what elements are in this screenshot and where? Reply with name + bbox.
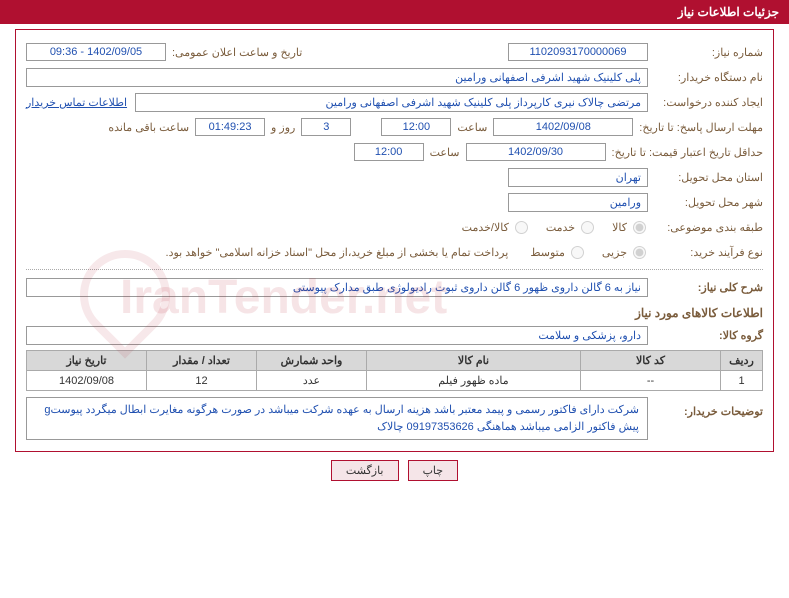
header-title: جزئیات اطلاعات نیاز (678, 5, 779, 19)
city-value: ورامین (508, 193, 648, 212)
table-cell: عدد (257, 371, 367, 391)
purchase-type-radios: جزیی متوسط (518, 246, 648, 259)
days-word: روز و (271, 121, 295, 134)
radio-both-label: کالا/خدمت (462, 221, 509, 234)
table-cell: ماده ظهور فیلم (367, 371, 581, 391)
deadline-label: مهلت ارسال پاسخ: تا تاریخ: (633, 121, 763, 134)
details-panel: شماره نیاز: 1102093170000069 تاریخ و ساع… (15, 29, 774, 452)
back-button[interactable]: بازگشت (331, 460, 399, 481)
countdown: 01:49:23 (195, 118, 265, 136)
deadline-time: 12:00 (381, 118, 451, 136)
validity-date: 1402/09/30 (466, 143, 606, 161)
buyer-contact-link[interactable]: اطلاعات تماس خریدار (26, 96, 127, 109)
radio-goods (633, 221, 646, 234)
need-number-label: شماره نیاز: (648, 46, 763, 59)
table-header: نام کالا (367, 351, 581, 371)
radio-minor (633, 246, 646, 259)
table-cell: 1 (721, 371, 763, 391)
announce-value: 1402/09/05 - 09:36 (26, 43, 166, 61)
time-word-1: ساعت (457, 121, 487, 134)
classification-label: طبقه بندی موضوعی: (648, 221, 763, 234)
need-number-value: 1102093170000069 (508, 43, 648, 61)
remaining-label: ساعت باقی مانده (108, 121, 189, 134)
radio-both (515, 221, 528, 234)
items-section-title: اطلاعات کالاهای مورد نیاز (26, 306, 763, 320)
radio-service-label: خدمت (546, 221, 575, 234)
purchase-type-label: نوع فرآیند خرید: (648, 246, 763, 259)
radio-goods-label: کالا (612, 221, 627, 234)
table-header: واحد شمارش (257, 351, 367, 371)
panel-header: جزئیات اطلاعات نیاز (0, 0, 789, 24)
summary-label: شرح کلی نیاز: (648, 281, 763, 294)
table-header: تعداد / مقدار (147, 351, 257, 371)
table-cell: 1402/09/08 (27, 371, 147, 391)
table-header: کد کالا (581, 351, 721, 371)
province-label: استان محل تحویل: (648, 171, 763, 184)
province-value: تهران (508, 168, 648, 187)
table-cell: 12 (147, 371, 257, 391)
classification-radios: کالا خدمت کالا/خدمت (450, 221, 648, 234)
purchase-note: پرداخت تمام یا بخشی از مبلغ خرید،از محل … (166, 246, 509, 259)
radio-medium (571, 246, 584, 259)
announce-label: تاریخ و ساعت اعلان عمومی: (172, 46, 302, 59)
deadline-date: 1402/09/08 (493, 118, 633, 136)
radio-medium-label: متوسط (530, 246, 565, 259)
buyer-notes-label: توضیحات خریدار: (648, 397, 763, 418)
table-row: 1--ماده ظهور فیلمعدد121402/09/08 (27, 371, 763, 391)
summary-value: نیاز به 6 گالن داروی ظهور 6 گالن داروی ث… (26, 278, 648, 297)
validity-label: حداقل تاریخ اعتبار قیمت: تا تاریخ: (606, 146, 763, 159)
requester-label: ایجاد کننده درخواست: (648, 96, 763, 109)
validity-time: 12:00 (354, 143, 424, 161)
print-button[interactable]: چاپ (408, 460, 459, 481)
days-remaining: 3 (301, 118, 351, 136)
table-header: تاریخ نیاز (27, 351, 147, 371)
buyer-org-label: نام دستگاه خریدار: (648, 71, 763, 84)
buyer-notes-value: شرکت دارای فاکتور رسمی و پیمد معتبر باشد… (26, 397, 648, 440)
button-bar: چاپ بازگشت (0, 460, 789, 481)
table-header: ردیف (721, 351, 763, 371)
table-cell: -- (581, 371, 721, 391)
requester-value: مرتضی چالاک نیری کارپرداز پلی کلینیک شهی… (135, 93, 648, 112)
radio-service (581, 221, 594, 234)
radio-minor-label: جزیی (602, 246, 627, 259)
group-value: دارو، پزشکی و سلامت (26, 326, 648, 345)
buyer-org-value: پلی کلینیک شهید اشرفی اصفهانی ورامین (26, 68, 648, 87)
city-label: شهر محل تحویل: (648, 196, 763, 209)
time-word-2: ساعت (430, 146, 460, 159)
items-table: ردیفکد کالانام کالاواحد شمارشتعداد / مقد… (26, 350, 763, 391)
group-label: گروه کالا: (648, 329, 763, 342)
